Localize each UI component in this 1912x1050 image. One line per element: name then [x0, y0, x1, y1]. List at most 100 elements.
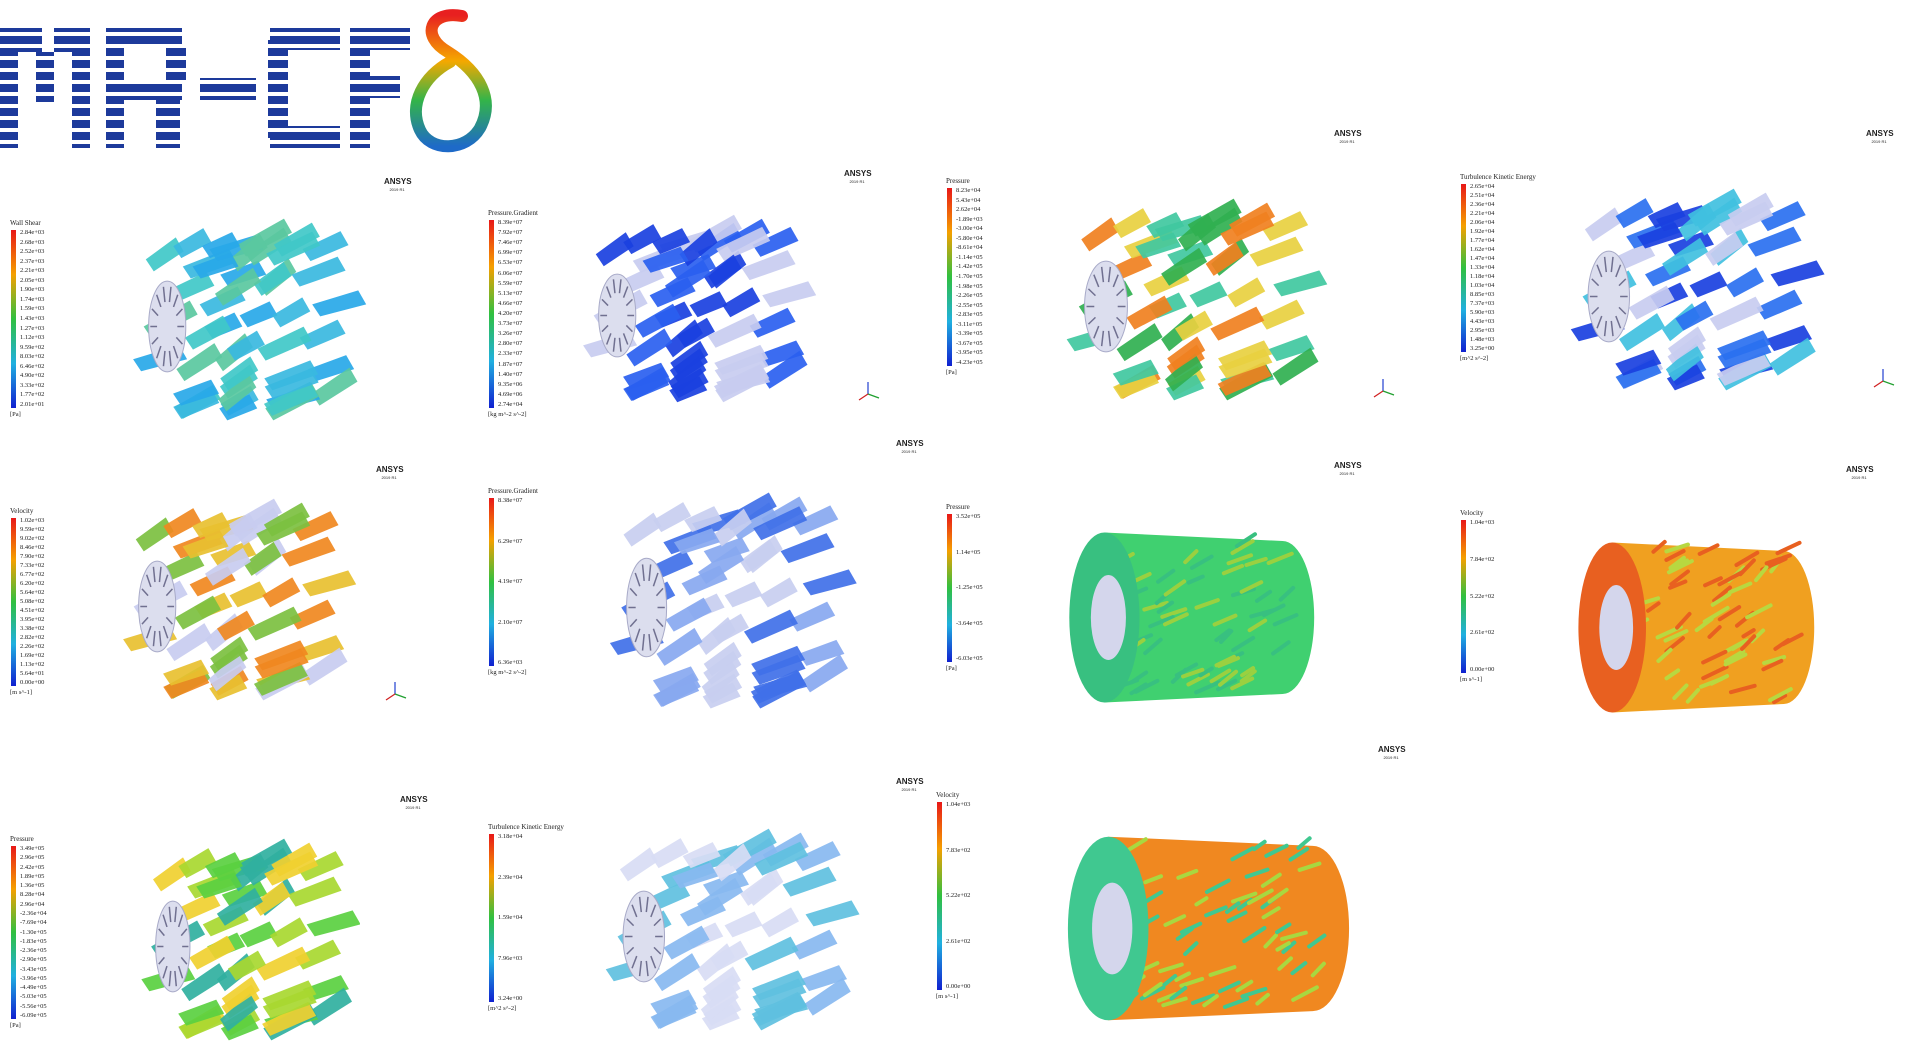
- ansys-watermark: ANSYS 2019 R1: [1378, 746, 1404, 762]
- legend-tick-label: -2.90e+05: [20, 957, 47, 964]
- legend-tick-label: 8.03e+02: [20, 354, 44, 361]
- legend-tick-label: 1.69e+02: [20, 653, 44, 660]
- legend-tick-label: 2.61e+02: [946, 939, 970, 946]
- legend-tick-label: 8.46e+02: [20, 545, 44, 552]
- legend-tick-label: 5.08e+02: [20, 599, 44, 606]
- legend-tick-label: 7.83e+02: [946, 848, 970, 855]
- legend-tick-label: 1.04e+03: [1470, 520, 1494, 527]
- legend-tick-label: 2.52e+03: [20, 249, 44, 256]
- ansys-watermark: ANSYS 2019 R1: [844, 170, 870, 186]
- legend-tick-label: -3.96e+05: [20, 976, 47, 983]
- legend-tick-label: 6.06e+07: [498, 271, 522, 278]
- legend-tick-label: -1.30e+05: [20, 930, 47, 937]
- coordinate-axes-icon: [855, 378, 881, 404]
- legend-tick-label: 1.90e+03: [20, 287, 44, 294]
- legend-tick-label: 6.46e+02: [20, 364, 44, 371]
- legend-color-bar: [947, 188, 952, 366]
- legend-tick-label: 1.47e+04: [1470, 256, 1494, 263]
- legend-tick-label: 3.73e+07: [498, 321, 522, 328]
- legend-color-bar: [11, 846, 16, 1019]
- legend-color-bar: [11, 518, 16, 686]
- turbine-contour-render: [120, 820, 360, 1050]
- legend-tick-label: 1.62e+04: [1470, 247, 1494, 254]
- legend-title: Turbulence Kinetic Energy: [1460, 174, 1536, 181]
- legend-tick-label: 3.52e+05: [956, 514, 980, 521]
- legend-tick-label: 1.18e+04: [1470, 274, 1494, 281]
- legend-tick-label: 1.59e+04: [498, 915, 522, 922]
- legend-unit: [m^2 s^-2]: [488, 1006, 516, 1013]
- ansys-watermark: ANSYS 2019 R1: [1866, 130, 1892, 146]
- legend-tick-label: 6.53e+07: [498, 260, 522, 267]
- legend-tick-label: 5.43e+04: [956, 198, 980, 205]
- legend-tick-label: 5.64e+02: [20, 590, 44, 597]
- legend-tick-label: 6.20e+02: [20, 581, 44, 588]
- legend-tick-label: -3.11e+05: [956, 322, 982, 329]
- legend-tick-label: 1.74e+03: [20, 297, 44, 304]
- legend-tick-label: 2.82e+02: [20, 635, 44, 642]
- legend-tick-label: 2.21e+04: [1470, 211, 1494, 218]
- legend-unit: [Pa]: [946, 666, 957, 673]
- legend-tick-label: 7.33e+02: [20, 563, 44, 570]
- legend-tick-label: 0.00e+00: [20, 680, 44, 687]
- legend-tick-label: 2.65e+04: [1470, 184, 1494, 191]
- legend-tick-label: 3.33e+02: [20, 383, 44, 390]
- legend-unit: [Pa]: [10, 412, 21, 419]
- legend-tick-label: 1.33e+04: [1470, 265, 1494, 272]
- legend-color-bar: [947, 514, 952, 662]
- legend-tick-label: 3.26e+07: [498, 331, 522, 338]
- legend-tick-label: 2.42e+05: [20, 865, 44, 872]
- legend-title: Pressure.Gradient: [488, 210, 538, 217]
- legend-title: Velocity: [1460, 510, 1483, 517]
- turbine-contour-render: [560, 200, 820, 410]
- turbine-contour-render: [580, 810, 870, 1040]
- coordinate-axes-icon: [1870, 365, 1896, 391]
- legend-tick-label: -3.64e+05: [956, 621, 983, 628]
- legend-title: Velocity: [936, 792, 959, 799]
- mr-cfd-logo: [0, 0, 500, 160]
- legend-tick-label: 5.64e+01: [20, 671, 44, 678]
- legend-tick-label: 8.28e+04: [20, 892, 44, 899]
- ansys-watermark: ANSYS 2019 R1: [1334, 130, 1360, 146]
- legend-tick-label: -3.00e+04: [956, 226, 983, 233]
- legend-tick-label: 1.40e+07: [498, 372, 522, 379]
- legend-tick-label: -2.26e+05: [956, 293, 983, 300]
- legend-tick-label: 3.95e+02: [20, 617, 44, 624]
- legend-tick-label: 1.14e+05: [956, 550, 980, 557]
- legend-tick-label: 2.10e+07: [498, 620, 522, 627]
- legend-tick-label: 3.25e+00: [1470, 346, 1494, 353]
- legend-tick-label: 5.13e+07: [498, 291, 522, 298]
- legend-tick-label: 2.05e+03: [20, 278, 44, 285]
- legend-color-bar: [489, 220, 494, 408]
- turbine-contour-render: [110, 200, 370, 430]
- legend-tick-label: 7.90e+02: [20, 554, 44, 561]
- legend-tick-label: 1.13e+02: [20, 662, 44, 669]
- legend-tick-label: 8.85e+03: [1470, 292, 1494, 299]
- coordinate-axes-icon: [1370, 375, 1396, 401]
- legend-tick-label: 5.22e+02: [1470, 594, 1494, 601]
- legend-tick-label: -5.80e+04: [956, 236, 983, 243]
- legend-tick-label: 1.12e+03: [20, 335, 44, 342]
- legend-tick-label: 3.18e+04: [498, 834, 522, 841]
- turbine-contour-render: [585, 470, 865, 720]
- color-legend: Pressure 3.49e+05 2.96e+05 2.42e+05 1.89e+05…: [10, 836, 130, 1031]
- color-legend: Velocity 1.04e+03 7.83e+02 5.22e+02 2.61e+02…: [936, 792, 1056, 1002]
- legend-tick-label: 1.92e+04: [1470, 229, 1494, 236]
- legend-tick-label: -3.39e+05: [956, 331, 983, 338]
- legend-tick-label: 2.96e+04: [20, 902, 44, 909]
- legend-tick-label: 2.33e+07: [498, 351, 522, 358]
- legend-unit: [m s^-1]: [1460, 677, 1482, 684]
- legend-tick-label: 8.39e+07: [498, 220, 522, 227]
- legend-tick-label: 8.23e+04: [956, 188, 980, 195]
- legend-tick-label: -3.95e+05: [956, 350, 983, 357]
- legend-tick-label: 2.80e+07: [498, 341, 522, 348]
- legend-tick-label: 7.46e+07: [498, 240, 522, 247]
- legend-tick-label: 6.77e+02: [20, 572, 44, 579]
- legend-tick-label: 6.36e+03: [498, 660, 522, 667]
- legend-tick-label: 4.51e+02: [20, 608, 44, 615]
- legend-title: Pressure: [946, 178, 970, 185]
- legend-tick-label: 2.01e+01: [20, 402, 44, 409]
- legend-tick-label: 5.90e+03: [1470, 310, 1494, 317]
- turbine-contour-render: [1040, 180, 1340, 410]
- legend-tick-label: 7.92e+07: [498, 230, 522, 237]
- legend-tick-label: 4.66e+07: [498, 301, 522, 308]
